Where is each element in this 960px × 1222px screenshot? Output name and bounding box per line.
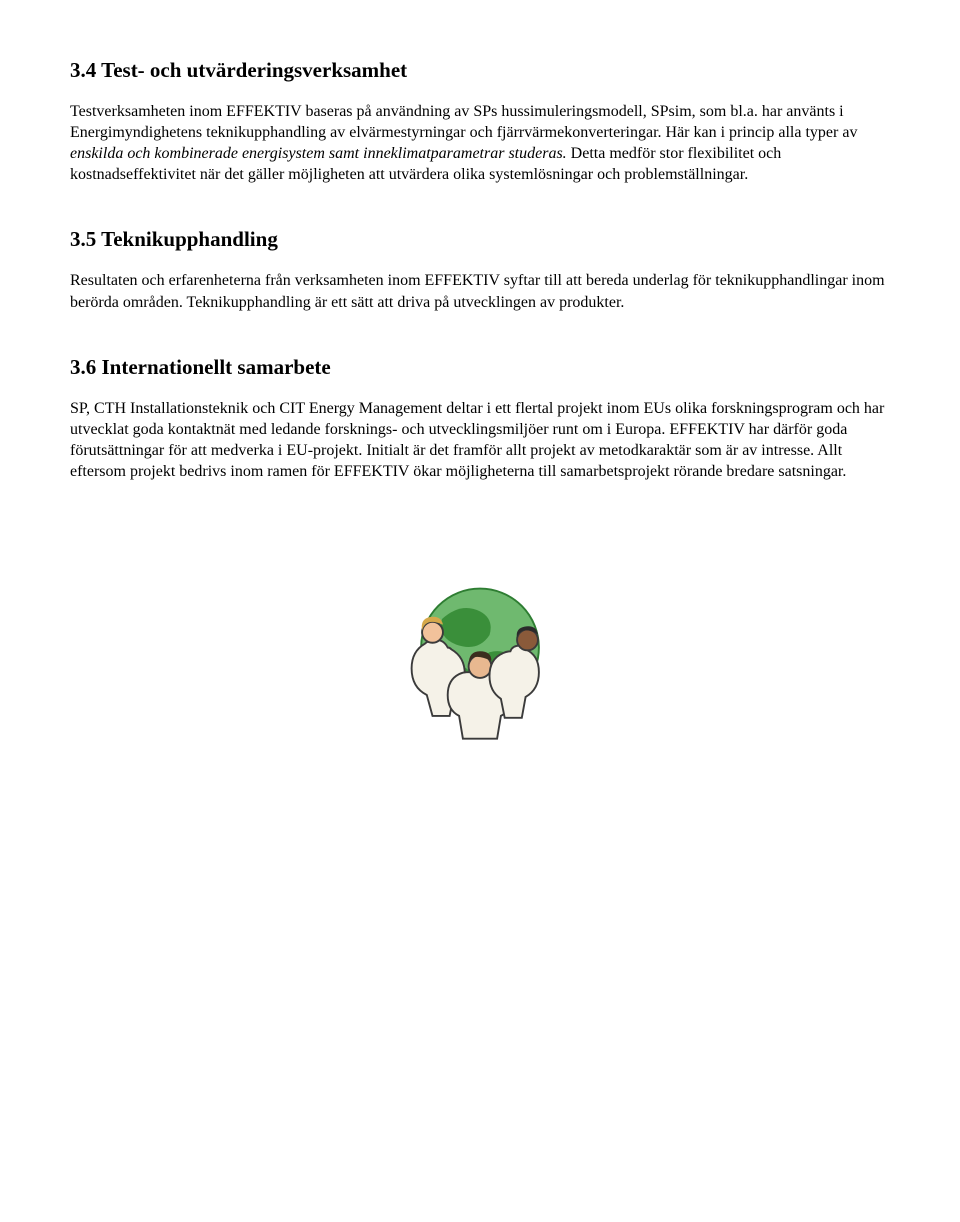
body-text: Resultaten och erfarenheterna från verks… bbox=[70, 272, 885, 310]
body-text: Testverksamheten inom EFFEKTIV baseras p… bbox=[70, 103, 857, 141]
body-paragraph: Testverksamheten inom EFFEKTIV baseras p… bbox=[70, 101, 890, 185]
globe-people-illustration bbox=[70, 562, 890, 752]
body-text: SP, CTH Installationsteknik och CIT Ener… bbox=[70, 400, 884, 480]
body-paragraph: SP, CTH Installationsteknik och CIT Ener… bbox=[70, 398, 890, 482]
section-heading: 3.4 Test- och utvärderingsverksamhet bbox=[70, 58, 890, 83]
section-heading: 3.5 Teknikupphandling bbox=[70, 227, 890, 252]
body-paragraph: Resultaten och erfarenheterna från verks… bbox=[70, 270, 890, 312]
document-body: 3.4 Test- och utvärderingsverksamhet Test… bbox=[70, 58, 890, 482]
section-heading: 3.6 Internationellt samarbete bbox=[70, 355, 890, 380]
italic-text: enskilda och kombinerade energisystem sa… bbox=[70, 145, 567, 162]
globe-people-icon bbox=[385, 562, 575, 752]
